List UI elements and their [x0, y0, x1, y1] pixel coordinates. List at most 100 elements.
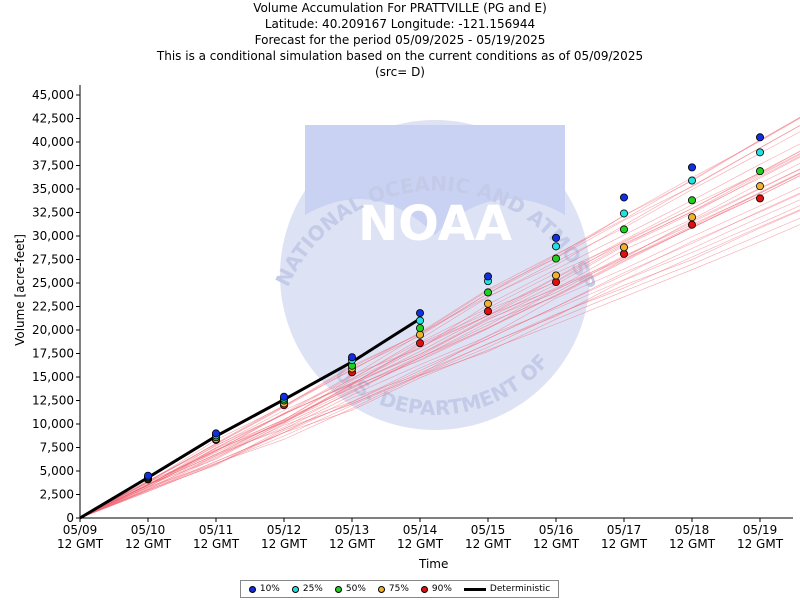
y-tick-label: 17,500	[32, 347, 74, 361]
y-tick-label: 42,500	[32, 112, 74, 126]
x-tick-label: 05/14 12 GMT	[397, 523, 444, 551]
legend-swatch	[377, 585, 385, 593]
point-75pct	[688, 213, 697, 222]
legend-label: 50%	[345, 584, 366, 594]
ensemble-trace	[79, 172, 800, 519]
y-tick-label: 2,500	[40, 488, 74, 502]
legend-swatch	[334, 585, 342, 593]
point-75pct	[620, 243, 629, 252]
legend-entry: Deterministic	[463, 584, 551, 594]
y-tick-label: 12,500	[32, 394, 74, 408]
legend-label: 75%	[388, 584, 409, 594]
point-50pct	[688, 196, 697, 205]
y-tick-label: 27,500	[32, 253, 74, 267]
ensemble-trace	[79, 224, 800, 519]
x-tick-label: 05/15 12 GMT	[465, 523, 512, 551]
chart-subtitle-source: (src= D)	[375, 65, 425, 79]
y-tick-label: 20,000	[32, 323, 74, 337]
legend-label: 25%	[302, 584, 323, 594]
point-90pct	[552, 278, 561, 287]
point-25pct	[415, 316, 424, 325]
legend-swatch	[420, 585, 428, 593]
x-tick-label: 05/16 12 GMT	[533, 523, 580, 551]
ensemble-trace	[79, 143, 800, 519]
y-tick-label: 10,000	[32, 417, 74, 431]
legend-entry: 90%	[420, 584, 452, 594]
y-tick-label: 15,000	[32, 370, 74, 384]
y-tick-label: 30,000	[32, 229, 74, 243]
ensemble-trace	[79, 168, 800, 519]
point-90pct	[620, 249, 629, 258]
y-tick-label: 32,500	[32, 206, 74, 220]
ensemble-trace	[79, 175, 800, 519]
legend-swatch	[291, 585, 299, 593]
legend-entry: 10%	[248, 584, 280, 594]
legend-label: 90%	[431, 584, 452, 594]
y-tick-label: 22,500	[32, 300, 74, 314]
point-10pct	[552, 233, 561, 242]
point-75pct	[756, 182, 765, 191]
legend-entry: 25%	[291, 584, 323, 594]
point-90pct	[415, 339, 424, 348]
point-25pct	[756, 148, 765, 157]
point-10pct	[211, 429, 220, 438]
legend-label: 10%	[259, 584, 280, 594]
ensemble-trace	[79, 117, 800, 519]
point-50pct	[415, 324, 424, 333]
point-50pct	[483, 288, 492, 297]
chart-subtitle-location: Latitude: 40.209167 Longitude: -121.1569…	[264, 17, 536, 31]
series-marks	[79, 133, 765, 520]
x-tick-label: 05/12 12 GMT	[261, 523, 308, 551]
y-tick-label: 40,000	[32, 135, 74, 149]
point-50pct	[756, 167, 765, 176]
x-tick-label: 05/09 12 GMT	[57, 523, 104, 551]
x-tick-label: 05/13 12 GMT	[329, 523, 376, 551]
x-tick-label: 05/11 12 GMT	[193, 523, 240, 551]
x-tick-label: 05/10 12 GMT	[125, 523, 172, 551]
chart-legend: 10% 25% 50% 75% 90% Deterministic	[240, 580, 559, 598]
x-tick-label: 05/17 12 GMT	[601, 523, 648, 551]
point-10pct	[620, 193, 629, 202]
point-75pct	[483, 299, 492, 308]
chart-title: Volume Accumulation For PRATTVILLE (PG a…	[253, 1, 547, 15]
legend-swatch	[248, 585, 256, 593]
deterministic-line	[79, 317, 421, 520]
y-tick-label: 0	[66, 511, 74, 525]
ensemble-trace	[79, 173, 800, 519]
ensemble-trace	[79, 205, 800, 519]
x-tick-label: 05/19 12 GMT	[737, 523, 784, 551]
point-25pct	[620, 209, 629, 218]
ensemble-trace	[79, 210, 800, 519]
x-tick-label: 05/18 12 GMT	[669, 523, 716, 551]
point-10pct	[688, 163, 697, 172]
y-tick-label: 25,000	[32, 276, 74, 290]
ensemble-trace	[79, 155, 800, 519]
ensemble-trace	[79, 153, 800, 519]
ensemble-trace	[79, 116, 800, 519]
legend-entry: 75%	[377, 584, 409, 594]
chart-axes: 0 2,500 5,000 7,500 10,000 12,500 15,000 17,500…	[32, 85, 793, 551]
legend-label: Deterministic	[489, 584, 551, 594]
point-50pct	[552, 254, 561, 263]
y-tick-label: 7,500	[40, 441, 74, 455]
y-axis-title: Volume [acre-feet]	[12, 234, 27, 346]
point-75pct	[415, 330, 424, 339]
point-90pct	[688, 220, 697, 229]
point-10pct	[143, 471, 152, 480]
y-tick-label: 37,500	[32, 159, 74, 173]
y-tick-label: 45,000	[32, 88, 74, 102]
legend-entry: 50%	[334, 584, 366, 594]
point-10pct	[347, 353, 356, 362]
point-90pct	[483, 307, 492, 316]
y-tick-label: 35,000	[32, 182, 74, 196]
watermark-logo-text: NOAA	[358, 196, 512, 252]
x-axis-title: Time	[419, 557, 449, 571]
ensemble-trace	[79, 125, 800, 519]
chart-subtitle-period: Forecast for the period 05/09/2025 - 05/…	[254, 33, 546, 47]
ensemble-traces	[79, 116, 800, 519]
point-90pct	[756, 194, 765, 203]
chart-title-block: Volume Accumulation For PRATTVILLE (PG a…	[0, 0, 800, 80]
point-25pct	[688, 176, 697, 185]
